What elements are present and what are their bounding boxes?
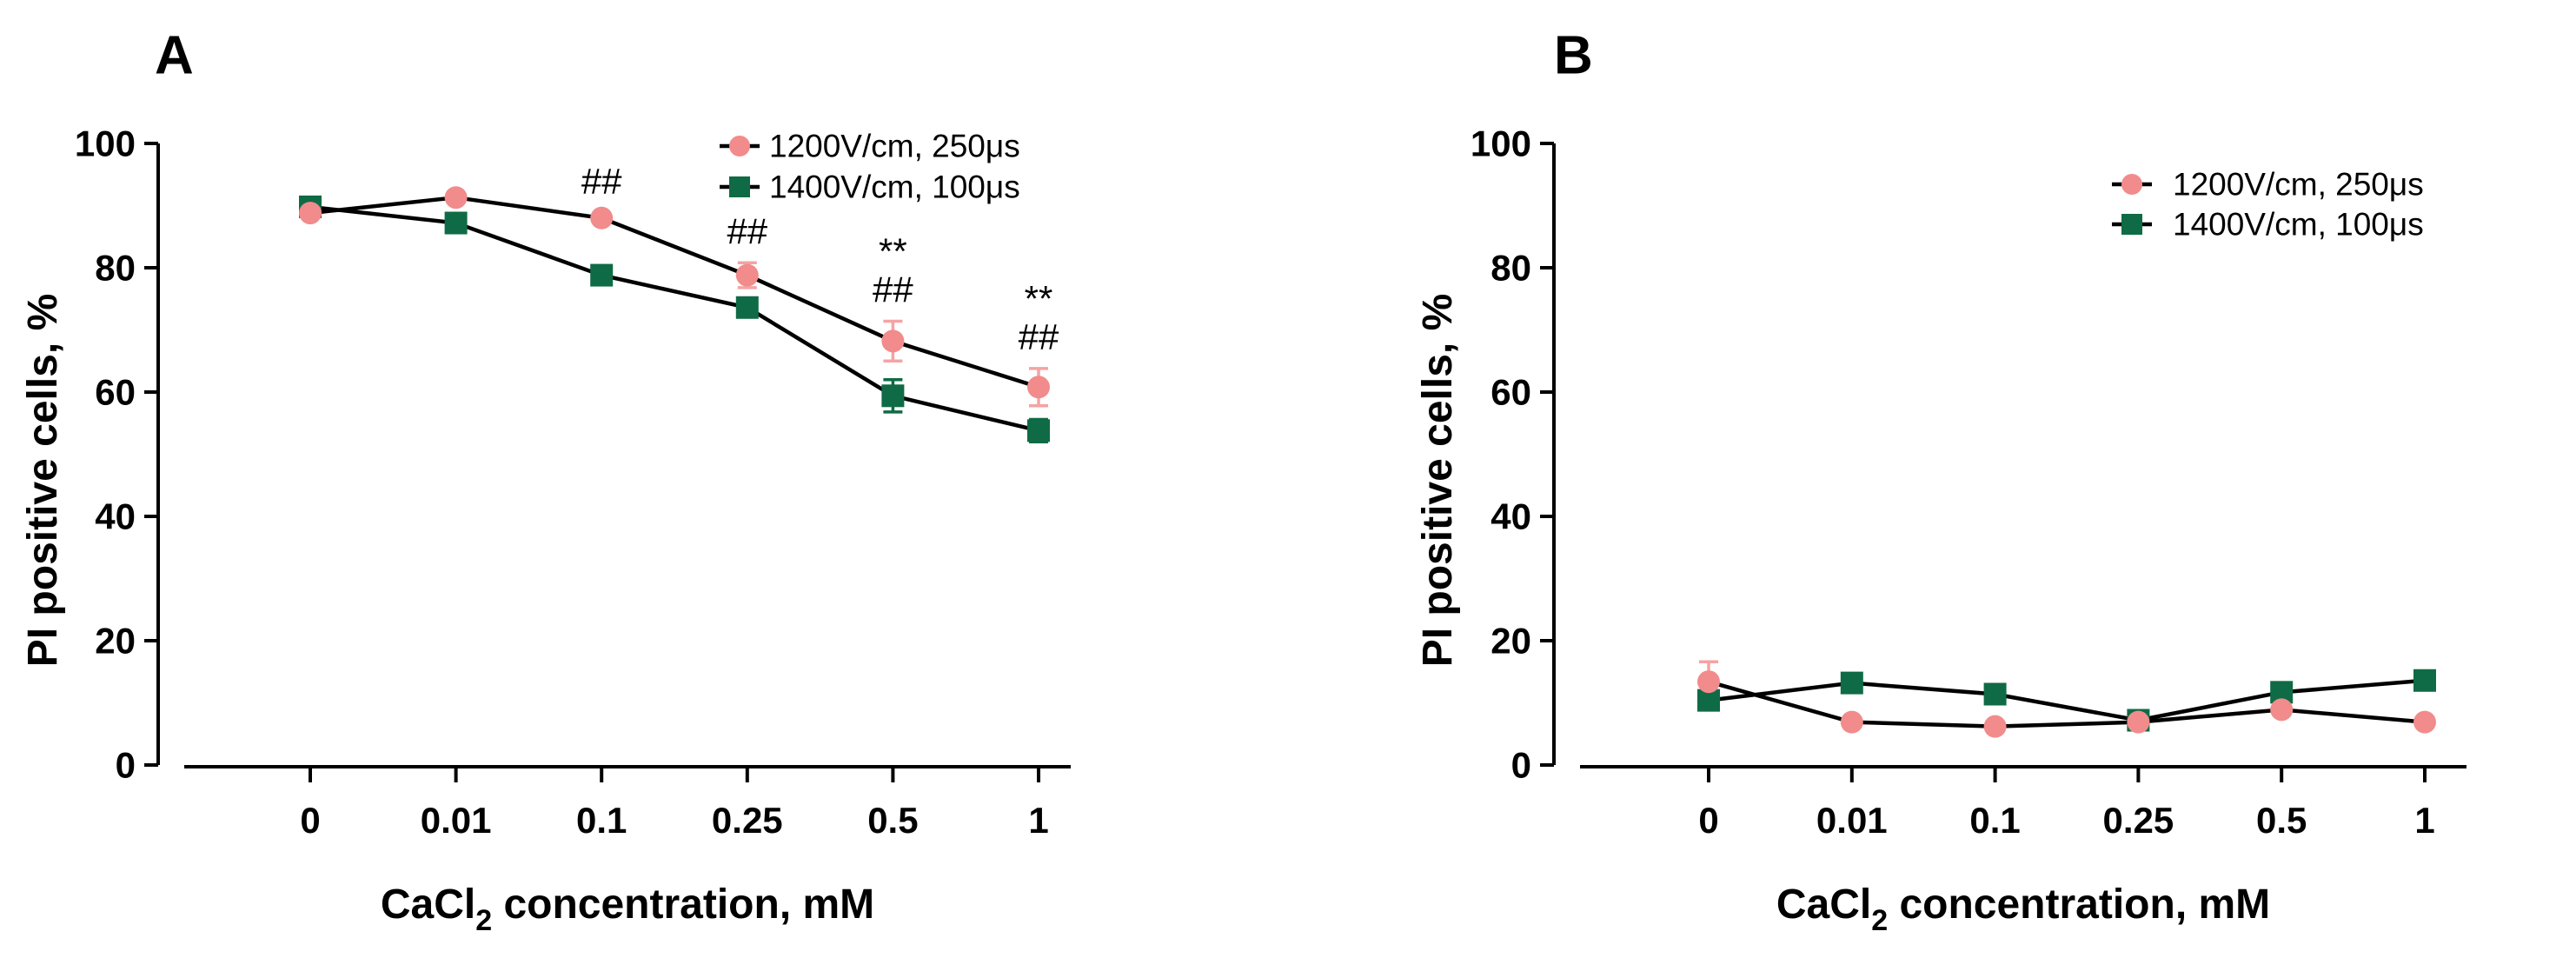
- series-line: [1708, 680, 2426, 728]
- data-point-square: [1840, 671, 1863, 695]
- legend-label: 1400V/cm, 100μs: [769, 170, 1020, 205]
- x-tick-label: 0.25: [712, 800, 783, 841]
- y-tick-label: 40: [95, 496, 136, 537]
- y-tick-label: 80: [1490, 248, 1531, 289]
- y-tick-label: 20: [1490, 621, 1531, 662]
- x-tick-label: 0.01: [1816, 800, 1888, 841]
- x-tick-label: 1: [2414, 800, 2434, 841]
- x-axis-title: CaCl2 concentration, mM: [1776, 881, 2270, 937]
- y-tick-label: 100: [1471, 123, 1531, 164]
- data-point-circle: [444, 186, 468, 210]
- data-point-circle: [2270, 698, 2294, 722]
- significance-annotation: ##: [727, 210, 767, 251]
- data-point-square: [2413, 669, 2436, 692]
- data-point-circle: [1983, 715, 2007, 738]
- x-tick-label: 0: [300, 800, 320, 841]
- y-tick-label: 100: [75, 123, 136, 164]
- data-point-square: [735, 296, 759, 319]
- significance-annotation: ##: [873, 269, 913, 309]
- x-axis-title-rest: concentration, mM: [1888, 881, 2270, 928]
- data-point-square: [444, 211, 468, 235]
- data-point-circle: [590, 206, 614, 230]
- data-point-circle: [1027, 376, 1050, 399]
- series-line: [309, 195, 1039, 389]
- legend-label: 1200V/cm, 250μs: [769, 129, 1020, 164]
- y-tick-label: 60: [1490, 372, 1531, 413]
- x-tick-label: 0.5: [2256, 800, 2307, 841]
- legend-label: 1200V/cm, 250μs: [2173, 167, 2424, 203]
- legend-marker-square: [729, 176, 750, 197]
- x-tick-label: 0.25: [2103, 800, 2174, 841]
- significance-annotation: ##: [581, 161, 622, 202]
- significance-annotation: **: [879, 230, 907, 271]
- series-line: [309, 204, 1039, 433]
- x-tick-label: 0.1: [576, 800, 627, 841]
- data-point-circle: [2127, 710, 2150, 734]
- x-axis-title-subscript: 2: [475, 904, 492, 937]
- panel-label: B: [1554, 25, 1593, 85]
- panel-label: A: [155, 25, 194, 85]
- panel-b: B 0 20 40 60 80 100 0 0.01 0.1 0.25 0.5 1 PI positive…: [1415, 25, 2466, 937]
- x-axis-title: CaCl2 concentration, mM: [381, 881, 874, 937]
- y-axis-title: PI positive cells, %: [20, 294, 66, 668]
- significance-annotation: ##: [1019, 316, 1059, 357]
- x-tick-label: 0.5: [867, 800, 918, 841]
- x-axis-title-subscript: 2: [1871, 904, 1888, 937]
- data-point-circle: [1697, 670, 1720, 694]
- x-axis-title-rest: concentration, mM: [492, 881, 874, 928]
- y-tick-label: 40: [1490, 496, 1531, 537]
- x-tick-label: 0: [1698, 800, 1718, 841]
- legend-label: 1400V/cm, 100μs: [2173, 207, 2424, 243]
- x-tick-label: 0.1: [1969, 800, 2020, 841]
- data-point-circle: [735, 263, 759, 287]
- y-tick-label: 20: [95, 621, 136, 662]
- y-tick-label: 0: [116, 745, 136, 786]
- significance-annotation: **: [1025, 278, 1053, 319]
- x-axis-title-main: CaCl: [381, 881, 475, 928]
- data-point-square: [590, 263, 614, 287]
- y-tick-label: 0: [1511, 745, 1531, 786]
- data-point-circle: [299, 202, 322, 225]
- data-point-square: [1027, 419, 1050, 442]
- x-axis-title-main: CaCl: [1776, 881, 1871, 928]
- x-tick-label: 0.01: [421, 800, 492, 841]
- data-point-circle: [881, 329, 905, 353]
- y-tick-label: 60: [95, 372, 136, 413]
- data-point-square: [1983, 682, 2007, 706]
- data-point-circle: [1840, 710, 1863, 734]
- legend-marker-circle: [729, 136, 750, 156]
- legend-marker-circle: [2121, 174, 2142, 195]
- legend-marker-square: [2121, 214, 2142, 235]
- x-tick-label: 1: [1028, 800, 1048, 841]
- y-axis-title: PI positive cells, %: [1415, 294, 1461, 668]
- y-tick-label: 80: [95, 248, 136, 289]
- data-point-circle: [2413, 710, 2436, 734]
- series-line: [1708, 678, 2426, 722]
- panel-a: A 0 20 40 60 80 100 0 0.01 0.1 0.25 0.5 1 PI positive…: [20, 25, 1071, 937]
- data-point-square: [881, 384, 905, 408]
